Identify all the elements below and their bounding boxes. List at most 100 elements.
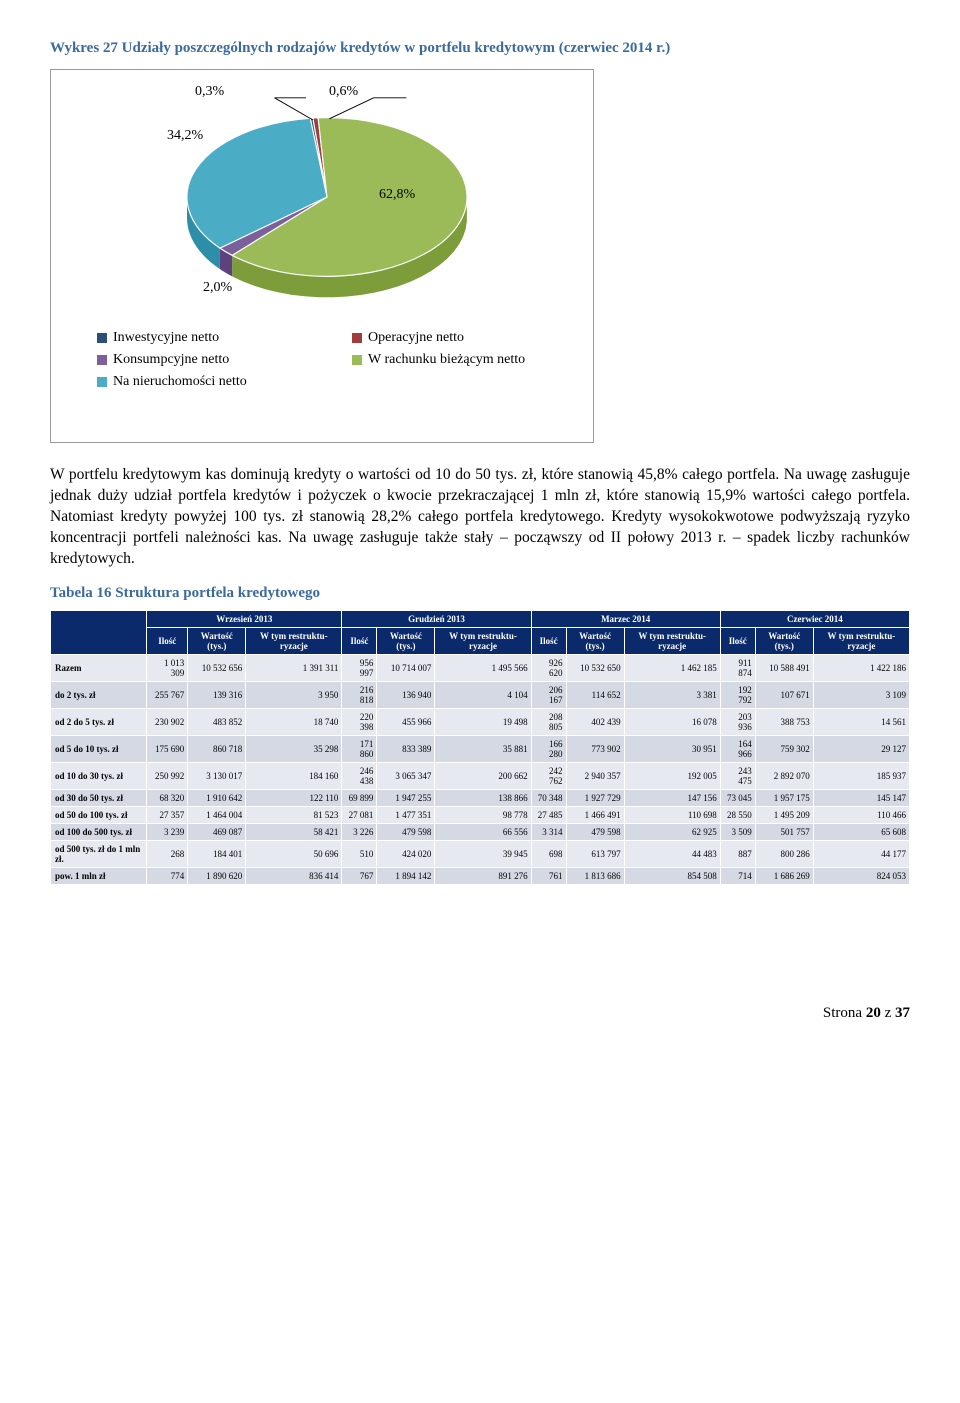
table-cell: 242 762 <box>531 763 566 790</box>
row-label: od 100 do 500 tys. zł <box>51 824 147 841</box>
table-period-header: Grudzień 2013 <box>342 611 531 628</box>
table-cell: 1 464 004 <box>188 807 246 824</box>
table-cell: 184 401 <box>188 841 246 868</box>
table-subheader: Ilość <box>720 628 755 655</box>
table-cell: 69 899 <box>342 790 377 807</box>
table-subheader: Ilość <box>147 628 188 655</box>
table-cell: 3 065 347 <box>377 763 435 790</box>
table-cell: 30 951 <box>624 736 720 763</box>
table-subheader: Wartość (tys.) <box>377 628 435 655</box>
table-subheader: W tym restruktu-ryzacje <box>624 628 720 655</box>
legend-label: Na nieruchomości netto <box>113 374 247 390</box>
table-cell: 18 740 <box>246 709 342 736</box>
table-cell: 200 662 <box>435 763 531 790</box>
table-cell: 774 <box>147 868 188 885</box>
chart-title: Wykres 27 Udziały poszczególnych rodzajó… <box>50 40 910 57</box>
table-cell: 824 053 <box>813 868 909 885</box>
table-cell: 16 078 <box>624 709 720 736</box>
legend-item: Inwestycyjne netto <box>97 330 322 346</box>
table-cell: 887 <box>720 841 755 868</box>
table-cell: 243 475 <box>720 763 755 790</box>
table-row: od 500 tys. zł do 1 mln zł.268184 40150 … <box>51 841 910 868</box>
table-row: Razem1 013 30910 532 6561 391 311956 997… <box>51 655 910 682</box>
table-row: od 100 do 500 tys. zł3 239469 08758 4213… <box>51 824 910 841</box>
table-corner <box>51 611 147 655</box>
table-cell: 68 320 <box>147 790 188 807</box>
table-cell: 2 940 357 <box>566 763 624 790</box>
table-cell: 203 936 <box>720 709 755 736</box>
legend-item: Operacyjne netto <box>352 330 577 346</box>
chart-legend: Inwestycyjne nettoOperacyjne nettoKonsum… <box>67 330 577 390</box>
table-cell: 220 398 <box>342 709 377 736</box>
table-cell: 1 927 729 <box>566 790 624 807</box>
table-cell: 250 992 <box>147 763 188 790</box>
table-row: od 5 do 10 tys. zł175 690860 71835 29817… <box>51 736 910 763</box>
table-cell: 192 792 <box>720 682 755 709</box>
table-cell: 50 696 <box>246 841 342 868</box>
table-subheader: Wartość (tys.) <box>755 628 813 655</box>
table-cell: 14 561 <box>813 709 909 736</box>
table-cell: 27 081 <box>342 807 377 824</box>
table-cell: 767 <box>342 868 377 885</box>
table-cell: 1 910 642 <box>188 790 246 807</box>
table-cell: 1 947 255 <box>377 790 435 807</box>
table-cell: 10 532 656 <box>188 655 246 682</box>
pie-slice-label: 0,6% <box>329 84 358 100</box>
legend-swatch <box>352 333 362 343</box>
table-cell: 27 485 <box>531 807 566 824</box>
table-cell: 3 509 <box>720 824 755 841</box>
row-label: od 50 do 100 tys. zł <box>51 807 147 824</box>
table-cell: 58 421 <box>246 824 342 841</box>
legend-swatch <box>97 355 107 365</box>
table-cell: 73 045 <box>720 790 755 807</box>
table-row: od 2 do 5 tys. zł230 902483 85218 740220… <box>51 709 910 736</box>
table-cell: 388 753 <box>755 709 813 736</box>
table-cell: 171 860 <box>342 736 377 763</box>
table-cell: 483 852 <box>188 709 246 736</box>
table-cell: 911 874 <box>720 655 755 682</box>
table-cell: 773 902 <box>566 736 624 763</box>
footer-page: 20 <box>866 1005 881 1021</box>
table-period-header: Czerwiec 2014 <box>720 611 909 628</box>
table-cell: 268 <box>147 841 188 868</box>
table-cell: 206 167 <box>531 682 566 709</box>
table-cell: 854 508 <box>624 868 720 885</box>
legend-item: Na nieruchomości netto <box>97 374 322 390</box>
table-cell: 761 <box>531 868 566 885</box>
table-cell: 145 147 <box>813 790 909 807</box>
table-cell: 246 438 <box>342 763 377 790</box>
data-table: Wrzesień 2013Grudzień 2013Marzec 2014Cze… <box>50 610 910 885</box>
table-cell: 136 940 <box>377 682 435 709</box>
row-label: od 30 do 50 tys. zł <box>51 790 147 807</box>
table-row: do 2 tys. zł255 767139 3163 950216 81813… <box>51 682 910 709</box>
table-cell: 1 495 209 <box>755 807 813 824</box>
legend-swatch <box>97 333 107 343</box>
table-cell: 3 109 <box>813 682 909 709</box>
table-cell: 1 422 186 <box>813 655 909 682</box>
row-label: Razem <box>51 655 147 682</box>
table-cell: 4 104 <box>435 682 531 709</box>
table-cell: 70 348 <box>531 790 566 807</box>
table-cell: 27 357 <box>147 807 188 824</box>
row-label: od 500 tys. zł do 1 mln zł. <box>51 841 147 868</box>
legend-label: Inwestycyjne netto <box>113 330 219 346</box>
table-cell: 98 778 <box>435 807 531 824</box>
row-label: pow. 1 mln zł <box>51 868 147 885</box>
table-cell: 216 818 <box>342 682 377 709</box>
body-paragraph: W portfelu kredytowym kas dominują kredy… <box>50 465 910 570</box>
table-title: Tabela 16 Struktura portfela kredytowego <box>50 585 910 602</box>
table-cell: 3 130 017 <box>188 763 246 790</box>
legend-swatch <box>97 377 107 387</box>
table-subheader: W tym restruktu-ryzacje <box>246 628 342 655</box>
table-cell: 138 866 <box>435 790 531 807</box>
table-cell: 147 156 <box>624 790 720 807</box>
table-cell: 164 966 <box>720 736 755 763</box>
table-cell: 891 276 <box>435 868 531 885</box>
page-footer: Strona 20 z 37 <box>50 1005 910 1022</box>
table-cell: 3 239 <box>147 824 188 841</box>
legend-swatch <box>352 355 362 365</box>
table-cell: 1 477 351 <box>377 807 435 824</box>
row-label: od 10 do 30 tys. zł <box>51 763 147 790</box>
table-cell: 1 013 309 <box>147 655 188 682</box>
legend-item: W rachunku bieżącym netto <box>352 352 577 368</box>
